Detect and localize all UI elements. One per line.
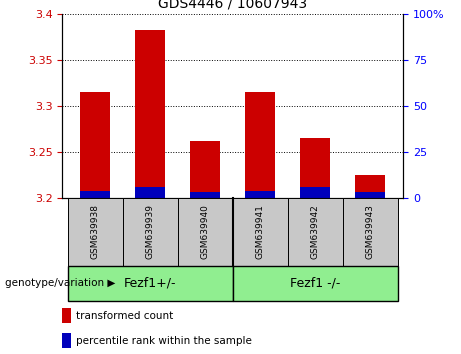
Bar (190, 192, 220, 198)
Bar (80, 191, 110, 198)
Bar (62, 308, 71, 323)
FancyBboxPatch shape (343, 198, 398, 266)
Text: Fezf1 -/-: Fezf1 -/- (290, 277, 341, 290)
Bar (80, 92, 110, 198)
FancyBboxPatch shape (288, 198, 343, 266)
Bar (245, 92, 276, 198)
Bar (62, 333, 71, 348)
FancyBboxPatch shape (233, 266, 398, 301)
FancyBboxPatch shape (68, 198, 123, 266)
Text: genotype/variation ▶: genotype/variation ▶ (5, 278, 115, 288)
Bar (135, 187, 165, 198)
Text: GSM639941: GSM639941 (256, 204, 265, 259)
Bar (300, 138, 331, 198)
FancyBboxPatch shape (233, 198, 288, 266)
Text: percentile rank within the sample: percentile rank within the sample (76, 336, 252, 346)
Text: Fezf1+/-: Fezf1+/- (124, 277, 177, 290)
Text: GSM639942: GSM639942 (311, 205, 320, 259)
Text: GSM639940: GSM639940 (201, 204, 210, 259)
Text: GSM639943: GSM639943 (366, 204, 375, 259)
Bar (190, 141, 220, 198)
Bar (300, 187, 331, 198)
Text: GSM639939: GSM639939 (146, 204, 155, 259)
FancyBboxPatch shape (68, 266, 233, 301)
Text: transformed count: transformed count (76, 311, 173, 321)
FancyBboxPatch shape (178, 198, 233, 266)
Bar (135, 30, 165, 198)
Text: GSM639938: GSM639938 (91, 204, 100, 259)
Bar (245, 191, 276, 198)
Bar (355, 192, 385, 198)
Title: GDS4446 / 10607943: GDS4446 / 10607943 (158, 0, 307, 10)
Bar (355, 175, 385, 198)
FancyBboxPatch shape (123, 198, 178, 266)
